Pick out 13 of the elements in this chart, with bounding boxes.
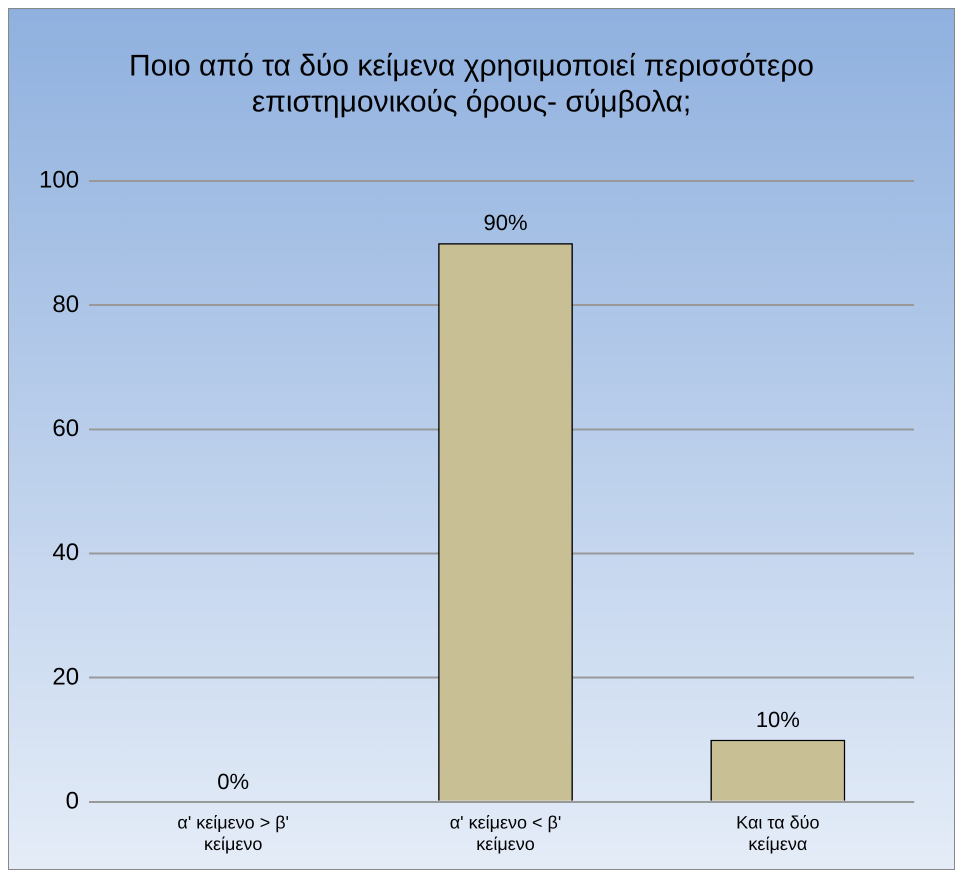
data-label: 0% <box>217 768 250 794</box>
y-tick-label: 60 <box>52 414 80 442</box>
x-tick-label: α' κείμενο > β' κείμενο <box>177 812 289 854</box>
data-label: 90% <box>484 210 528 236</box>
x-tick-label: α' κείμενο < β' κείμενο <box>450 812 562 854</box>
y-tick-label: 80 <box>52 290 80 318</box>
data-label: 10% <box>756 706 800 732</box>
x-tick-label: Και τα δύο κείμενα <box>736 812 820 854</box>
y-tick-label: 0 <box>66 787 80 814</box>
y-tick-label: 20 <box>52 663 80 690</box>
y-tick-label: 40 <box>52 539 80 566</box>
chart-title: Ποιο από τα δύο κείμενα χρησιμοποιεί περισσότερο επιστημονικούς όρους- σύμβολα; <box>129 49 814 118</box>
y-tick-label: 100 <box>38 166 80 194</box>
